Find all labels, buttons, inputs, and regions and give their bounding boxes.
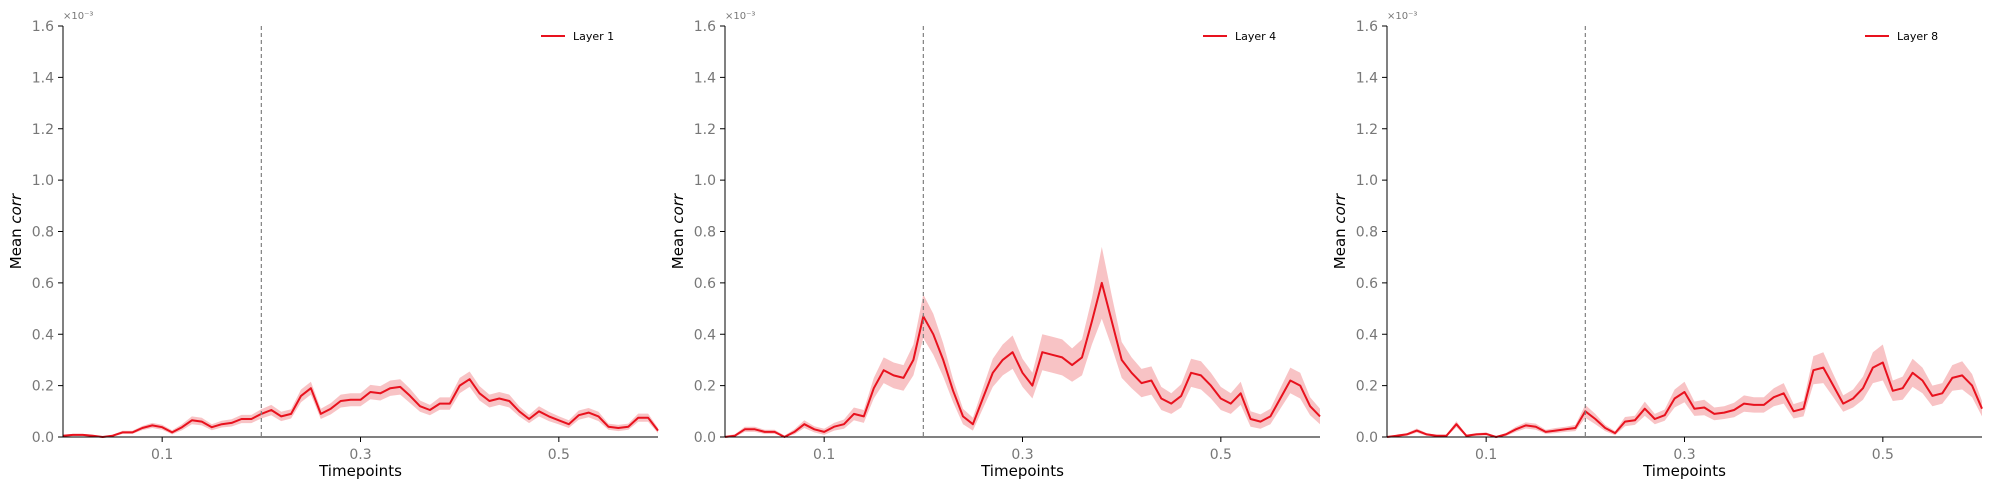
x-axis-label: Timepoints [1642, 462, 1726, 480]
x-tick-label: 0.1 [813, 447, 835, 463]
y-tick-label: 0.2 [694, 379, 716, 395]
confidence-band [1387, 344, 1982, 437]
legend-label: Layer 1 [573, 30, 614, 43]
y-axis-label: Mean corr [1331, 193, 1349, 269]
y-axis-label-prefix: Mean [7, 224, 25, 270]
legend-label: Layer 8 [1897, 30, 1938, 43]
y-tick-label: 1.4 [694, 70, 716, 86]
exponent-label: ×10⁻³ [725, 11, 755, 22]
y-tick-label: 1.6 [1356, 19, 1378, 35]
y-axis-label-italic: corr [669, 193, 687, 224]
confidence-band [63, 371, 658, 437]
x-tick-label: 0.5 [548, 447, 570, 463]
chart-panel-2: 0.0 0.2 0.4 0.6 0.8 1.0 1.2 1.4 1.6 0.1 0.3 0.5 ×10⁻… [669, 11, 1321, 480]
y-tick-label: 1.4 [1356, 70, 1378, 86]
y-tick-label: 0.0 [694, 430, 716, 446]
y-tick-label: 0.2 [32, 379, 54, 395]
x-tick-label: 0.1 [151, 447, 173, 463]
x-tick-label: 0.3 [349, 447, 371, 463]
y-tick-label: 0.8 [1356, 225, 1378, 241]
y-tick-label: 0.6 [32, 276, 54, 292]
y-tick-label: 1.0 [32, 173, 54, 189]
y-tick-label: 0.4 [694, 327, 716, 343]
y-tick-label: 0.2 [1356, 379, 1378, 395]
x-tick-label: 0.5 [1210, 447, 1232, 463]
y-tick-label: 1.2 [32, 122, 54, 138]
x-tick-label: 0.5 [1872, 447, 1894, 463]
y-tick-label: 0.0 [1356, 430, 1378, 446]
y-tick-label: 1.0 [1356, 173, 1378, 189]
y-tick-label: 1.6 [694, 19, 716, 35]
y-axis-label: Mean corr [7, 193, 25, 269]
y-axis-label-italic: corr [1331, 193, 1349, 224]
y-axis-label-prefix: Mean [1331, 224, 1349, 270]
confidence-band [725, 246, 1320, 437]
mean-line [62, 378, 659, 438]
exponent-label: ×10⁻³ [1387, 11, 1417, 22]
x-tick-label: 0.3 [1673, 447, 1695, 463]
legend-label: Layer 4 [1235, 30, 1276, 43]
y-axis-label-italic: corr [7, 193, 25, 224]
y-tick-label: 1.0 [694, 173, 716, 189]
y-tick-label: 0.4 [1356, 327, 1378, 343]
y-tick-label: 1.2 [1356, 122, 1378, 138]
x-axis-label: Timepoints [318, 462, 402, 480]
y-tick-label: 0.4 [32, 327, 54, 343]
chart-panel-1: 0.0 0.2 0.4 0.6 0.8 1.0 1.2 1.4 1.6 0.1 0.3 0.5 ×10⁻… [7, 11, 659, 480]
chart-panel-3: 0.0 0.2 0.4 0.6 0.8 1.0 1.2 1.4 1.6 0.1 0.3 0.5 ×10⁻… [1331, 11, 1983, 480]
mean-line [1386, 361, 1983, 438]
exponent-label: ×10⁻³ [63, 11, 93, 22]
y-axis-label-prefix: Mean [669, 224, 687, 270]
y-tick-label: 1.4 [32, 70, 54, 86]
y-tick-label: 0.8 [694, 225, 716, 241]
y-axis-label: Mean corr [669, 193, 687, 269]
y-tick-label: 1.6 [32, 19, 54, 35]
y-tick-label: 0.8 [32, 225, 54, 241]
x-tick-label: 0.1 [1475, 447, 1497, 463]
x-axis-label: Timepoints [980, 462, 1064, 480]
y-tick-label: 0.6 [694, 276, 716, 292]
x-tick-label: 0.3 [1011, 447, 1033, 463]
y-tick-label: 0.6 [1356, 276, 1378, 292]
mean-line [724, 281, 1321, 438]
y-tick-label: 1.2 [694, 122, 716, 138]
y-tick-label: 0.0 [32, 430, 54, 446]
